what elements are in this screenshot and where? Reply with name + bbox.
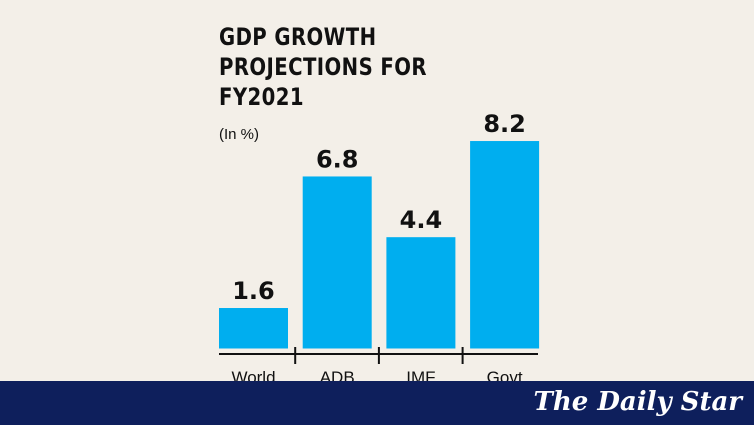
footer-banner: The Daily Star: [0, 381, 754, 425]
bar-govt: [470, 141, 540, 349]
bar-world: [219, 308, 288, 349]
chart-unit: (In %): [219, 126, 260, 143]
bar-adb: [302, 176, 372, 349]
bar-imf: [386, 237, 456, 349]
data-label: 8.2: [483, 110, 526, 138]
data-label: 6.8: [316, 145, 359, 173]
data-label: 1.6: [232, 277, 275, 305]
daily-star-logo: The Daily Star: [533, 387, 742, 417]
chart-title: GDP GROWTH PROJECTIONS FOR FY2021: [219, 23, 427, 111]
data-label: 4.4: [400, 206, 443, 234]
